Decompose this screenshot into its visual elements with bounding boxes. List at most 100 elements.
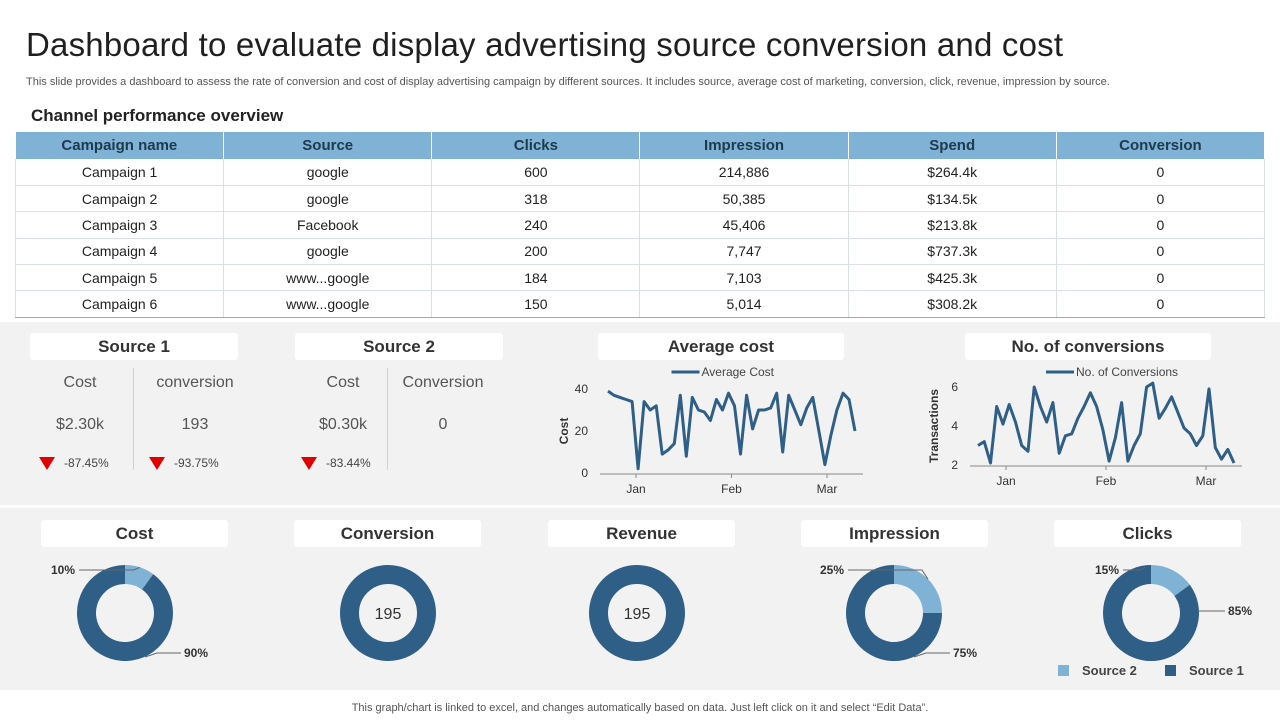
spend-cell: $308.2k (848, 290, 1057, 318)
conversion-cell: 0 (1056, 159, 1266, 186)
table-row: Campaign 1 google 600 214,886 $264.4k 0 (14, 159, 1266, 186)
impression-cell: 5,014 (639, 290, 849, 318)
source1-cost-change: -87.45% (39, 456, 109, 471)
y-axis-label: Transactions (927, 389, 941, 463)
footer-note: This graph/chart is linked to excel, and… (351, 702, 929, 714)
col-clicks: Clicks (431, 132, 641, 159)
y-tick-label: 40 (575, 382, 589, 396)
table-row: Campaign 2 google 318 50,385 $134.5k 0 (14, 185, 1266, 213)
source1-cost-change-text: -87.45% (64, 456, 109, 470)
source2-cost-value: $0.30k (318, 416, 368, 433)
series-line (977, 381, 1236, 465)
source-cell: www...google (223, 290, 433, 318)
x-tick-label: Mar (1196, 474, 1217, 488)
spend-cell: $737.3k (848, 238, 1057, 266)
y-tick-label: 4 (951, 419, 958, 433)
source2-divider (387, 368, 388, 470)
label-leader (144, 652, 181, 658)
x-tick-label: Feb (1096, 474, 1117, 488)
legend-label: Source 1 (1189, 663, 1244, 678)
source2-cost-label: Cost (326, 374, 360, 391)
conversion-donut-title: Conversion (294, 520, 481, 547)
source1-conversion-label: conversion (156, 374, 234, 391)
channel-section-title: Channel performance overview (31, 106, 284, 125)
donut-slice (340, 565, 436, 661)
y-tick-label: 2 (951, 458, 958, 472)
col-conversion: Conversion (1056, 132, 1266, 159)
conversion-cell: 0 (1056, 185, 1266, 213)
impression-cell: 45,406 (639, 211, 849, 239)
source2-conversion-value: 0 (438, 416, 448, 433)
legend-label: Average Cost (702, 365, 775, 379)
source1-cost-label: Cost (63, 374, 97, 391)
donut-slice (894, 565, 942, 613)
clicks-cell: 184 (431, 264, 641, 292)
legend-swatch (1165, 665, 1176, 676)
source2-cost-change: -83.44% (301, 456, 371, 471)
page-subtitle: This slide provides a dashboard to asses… (26, 76, 1110, 88)
channel-performance-table: Campaign name Source Clicks Impression S… (14, 132, 1266, 318)
slice-label: 85% (1228, 604, 1252, 618)
col-source: Source (223, 132, 433, 159)
x-tick-label: Mar (817, 482, 838, 496)
conversions-line-chart: No. of Conversions Transactions 2 4 6 Jan Feb M… (927, 365, 1242, 488)
source-cell: Facebook (223, 211, 433, 239)
y-tick-label: 0 (581, 466, 588, 480)
slice-label: 25% (820, 563, 844, 577)
campaign-name-cell: Campaign 3 (14, 211, 225, 239)
table-row: Campaign 5 www...google 184 7,103 $425.3k 0 (14, 264, 1266, 292)
campaign-name-cell: Campaign 4 (14, 238, 225, 266)
impression-cell: 7,103 (639, 264, 849, 292)
label-leader (913, 652, 950, 658)
series-line (607, 389, 857, 471)
y-tick-label: 20 (575, 424, 589, 438)
campaign-name-cell: Campaign 5 (14, 264, 225, 292)
donut-slice (846, 565, 942, 661)
conversion-cell: 0 (1056, 290, 1266, 318)
donut-center-value: 195 (624, 606, 651, 623)
table-row: Campaign 3 Facebook 240 45,406 $213.8k 0 (14, 211, 1266, 239)
source1-conversion-change-text: -93.75% (174, 456, 219, 470)
clicks-donut-title: Clicks (1054, 520, 1241, 547)
conversions-title: No. of conversions (965, 333, 1211, 360)
label-leader (848, 569, 929, 580)
slice-label: 10% (51, 563, 75, 577)
x-tick-label: Jan (996, 474, 1015, 488)
spend-cell: $213.8k (848, 211, 1057, 239)
campaign-name-cell: Campaign 1 (14, 159, 225, 186)
revenue-donut-title: Revenue (548, 520, 735, 547)
col-spend: Spend (848, 132, 1057, 159)
donut-slice (125, 565, 154, 590)
down-arrow-icon (39, 457, 55, 471)
campaign-name-cell: Campaign 6 (14, 290, 225, 318)
spend-cell: $264.4k (848, 159, 1057, 186)
slice-label: 90% (184, 646, 208, 660)
page-title: Dashboard to evaluate display advertisin… (26, 26, 1064, 63)
impression-cell: 214,886 (639, 159, 849, 186)
spend-cell: $425.3k (848, 264, 1057, 292)
conversion-cell: 0 (1056, 264, 1266, 292)
donut-center-value: 195 (375, 606, 402, 623)
legend-swatch (1058, 665, 1069, 676)
source-cell: google (223, 159, 433, 186)
conversion-cell: 0 (1056, 211, 1266, 239)
clicks-cell: 600 (431, 159, 641, 186)
source-cell: google (223, 185, 433, 213)
label-leader (79, 566, 141, 571)
source1-conversion-change: -93.75% (149, 456, 219, 471)
label-leader (1123, 566, 1146, 571)
avg-cost-title: Average cost (598, 333, 844, 360)
col-impression: Impression (639, 132, 849, 159)
source2-conversion-label: Conversion (402, 374, 484, 391)
cost-donut-title: Cost (41, 520, 228, 547)
impression-donut-title: Impression (801, 520, 988, 547)
down-arrow-icon (301, 457, 317, 471)
source2-title: Source 2 (295, 333, 503, 360)
conversion-cell: 0 (1056, 238, 1266, 266)
clicks-cell: 240 (431, 211, 641, 239)
source1-conversion-value: 193 (181, 416, 209, 433)
legend-label: Source 2 (1082, 663, 1137, 678)
donut-slice (1151, 565, 1190, 596)
source-cell: google (223, 238, 433, 266)
donut-charts: 10% 90% 195 195 25% 75% 15% 85% Source 2 Source 1 (51, 563, 1252, 678)
